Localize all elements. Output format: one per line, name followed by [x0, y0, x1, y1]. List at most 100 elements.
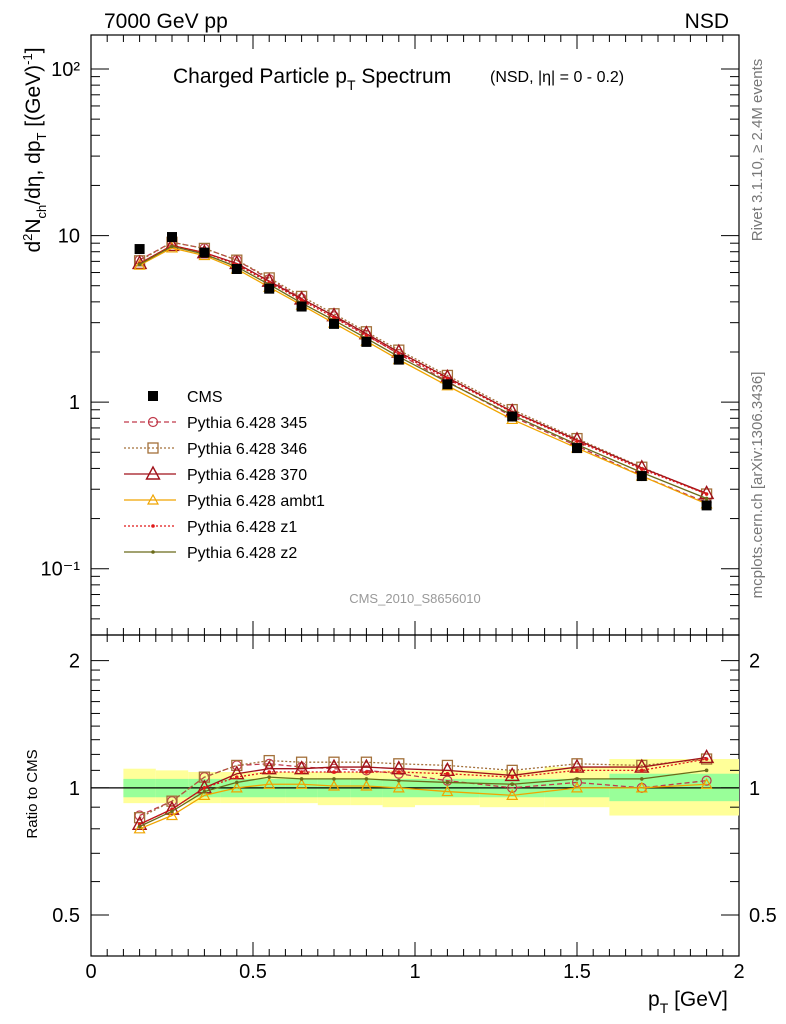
legend-marker [148, 391, 158, 401]
legend-marker [151, 524, 155, 528]
series-marker-ratio [332, 770, 336, 774]
series-marker-ratio [360, 779, 373, 791]
series-line-main [139, 247, 707, 505]
y-tick-label-main: 1 [69, 392, 80, 414]
main-axis-ticks: 10⁻¹ 1 10 10² [41, 35, 740, 636]
legend-label: Pythia 6.428 370 [187, 467, 307, 484]
series-marker-ratio [397, 770, 401, 774]
legend-label: CMS [187, 389, 223, 406]
x-tick-label: 1.5 [563, 961, 591, 983]
series-marker-ratio [575, 777, 579, 781]
y-tick-label-ratio-right: 2 [749, 651, 760, 673]
x-axis-label: pT [GeV] [648, 988, 728, 1016]
series-marker-ratio [295, 756, 308, 768]
ratio-series-layer [131, 749, 715, 834]
series-marker-ratio [231, 759, 243, 772]
y-tick-label-main: 10⁻¹ [41, 559, 81, 581]
plot-title-main: Charged Particle p [173, 65, 347, 88]
plot-title-sub: T [347, 77, 356, 93]
series-marker-main [704, 492, 709, 496]
legend-marker [151, 550, 155, 554]
series-marker-ratio [445, 771, 450, 776]
series-marker-ratio [164, 800, 180, 815]
cms-data-point [134, 244, 145, 255]
x-tick-label: 0.5 [239, 961, 267, 983]
series-marker-ratio [504, 766, 520, 782]
series-line-main [139, 245, 707, 500]
series-marker-ratio [640, 768, 644, 773]
cms-data-point [231, 263, 242, 274]
series-marker-ratio [299, 770, 304, 774]
cms-data-point [296, 301, 307, 312]
analysis-watermark: CMS_2010_S8656010 [349, 591, 481, 606]
y-tick-label-ratio-right: 1 [749, 778, 760, 800]
series-marker-ratio [635, 781, 648, 793]
series-marker-ratio [263, 754, 275, 767]
x-tick-label: 1 [409, 961, 420, 983]
series-marker-main [704, 496, 709, 501]
series-marker-main [137, 262, 142, 267]
series-marker-ratio [263, 777, 276, 789]
series-marker-ratio [131, 815, 148, 830]
cms-data-point [167, 232, 177, 243]
series-marker-ratio [133, 822, 146, 834]
series-marker-ratio [267, 770, 272, 774]
series-marker-ratio [299, 777, 304, 781]
legend-label: Pythia 6.428 z1 [187, 519, 297, 536]
ratio-axis-ticks: 0 0.5 1 1.5 2 0.5 0.5 1 1 2 2 [52, 635, 777, 983]
legend-marker [146, 493, 160, 505]
series-marker-main [133, 258, 146, 270]
series-marker-ratio [202, 789, 207, 794]
series-marker-ratio [198, 789, 211, 800]
series-marker-ratio [701, 775, 712, 786]
x-axis-label-unit: [GeV] [668, 988, 728, 1011]
series-marker-main [332, 315, 336, 320]
series-marker-ratio [640, 777, 644, 781]
series-marker-ratio [364, 777, 369, 781]
series-marker-ratio [235, 775, 239, 779]
series-marker-ratio [442, 775, 453, 786]
header-right: NSD [685, 10, 729, 33]
rivet-caption: Rivet 3.1.10, ≥ 2.4M events [749, 59, 766, 242]
series-marker-ratio [166, 795, 178, 807]
series-marker-ratio [332, 777, 336, 781]
legend: CMS Pythia 6.428 345 Pythia 6.428 346 Pythi… [124, 389, 325, 562]
y-axis-label-main: d2Nch/dη, dpT [(GeV)-1] [20, 47, 49, 252]
series-marker-ratio [165, 809, 179, 821]
y-tick-label-ratio: 1 [69, 778, 80, 800]
legend-marker [147, 442, 159, 454]
x-tick-label: 0 [85, 961, 96, 983]
mcplots-caption: mcplots.cern.ch [arXiv:1306.3436] [749, 372, 766, 599]
series-marker-ratio [392, 781, 405, 793]
y-tick-label-ratio-right: 0.5 [749, 905, 777, 927]
series-marker-main [170, 244, 174, 249]
legend-label: Pythia 6.428 z2 [187, 545, 297, 562]
series-marker-main [364, 333, 369, 338]
series-marker-ratio [267, 775, 272, 779]
series-marker-ratio [170, 809, 174, 814]
series-marker-ratio [295, 777, 308, 789]
cms-data-point [442, 379, 453, 390]
y-tick-label-ratio: 0.5 [52, 905, 80, 927]
plot-title-rest: Spectrum [356, 65, 452, 88]
svg-text:d2Nch/dη, dpT [(GeV)-1]: d2Nch/dη, dpT [(GeV)-1] [20, 47, 49, 252]
cms-data-point [572, 443, 582, 454]
cms-data-point [264, 283, 275, 294]
series-marker-ratio [700, 777, 713, 789]
cms-data-point [361, 336, 372, 347]
series-marker-ratio [570, 781, 584, 793]
series-marker-ratio [364, 770, 369, 774]
plot-title: Charged Particle pT Spectrum [173, 65, 451, 93]
series-line-ratio [139, 758, 707, 825]
series-marker-ratio [704, 757, 709, 761]
legend-label: Pythia 6.428 345 [187, 415, 307, 432]
cms-data-point [393, 354, 404, 365]
y-tick-label-ratio: 2 [69, 651, 80, 673]
series-marker-ratio [235, 780, 239, 785]
y-axis-label-ratio: Ratio to CMS [24, 749, 41, 838]
series-line-ratio [139, 769, 707, 828]
series-marker-ratio [445, 780, 450, 785]
series-marker-ratio [506, 789, 519, 800]
series-marker-ratio [704, 768, 709, 773]
